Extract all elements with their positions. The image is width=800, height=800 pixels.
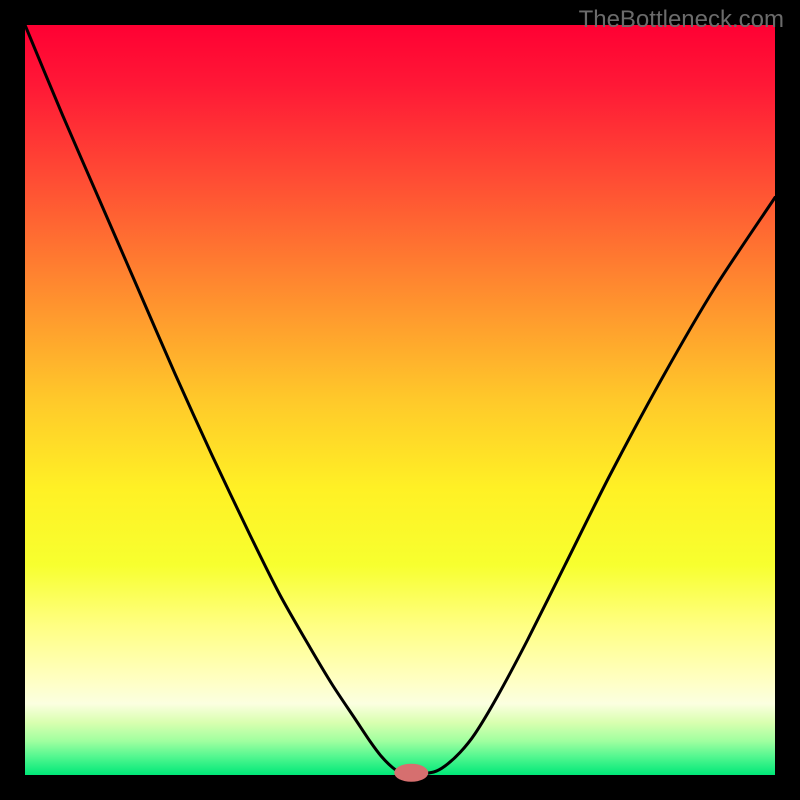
chart-svg [0, 0, 800, 800]
watermark-text: TheBottleneck.com [579, 6, 784, 34]
chart-gradient-area [25, 25, 775, 775]
chart-outer: TheBottleneck.com [0, 0, 800, 800]
optimal-marker [394, 764, 428, 782]
